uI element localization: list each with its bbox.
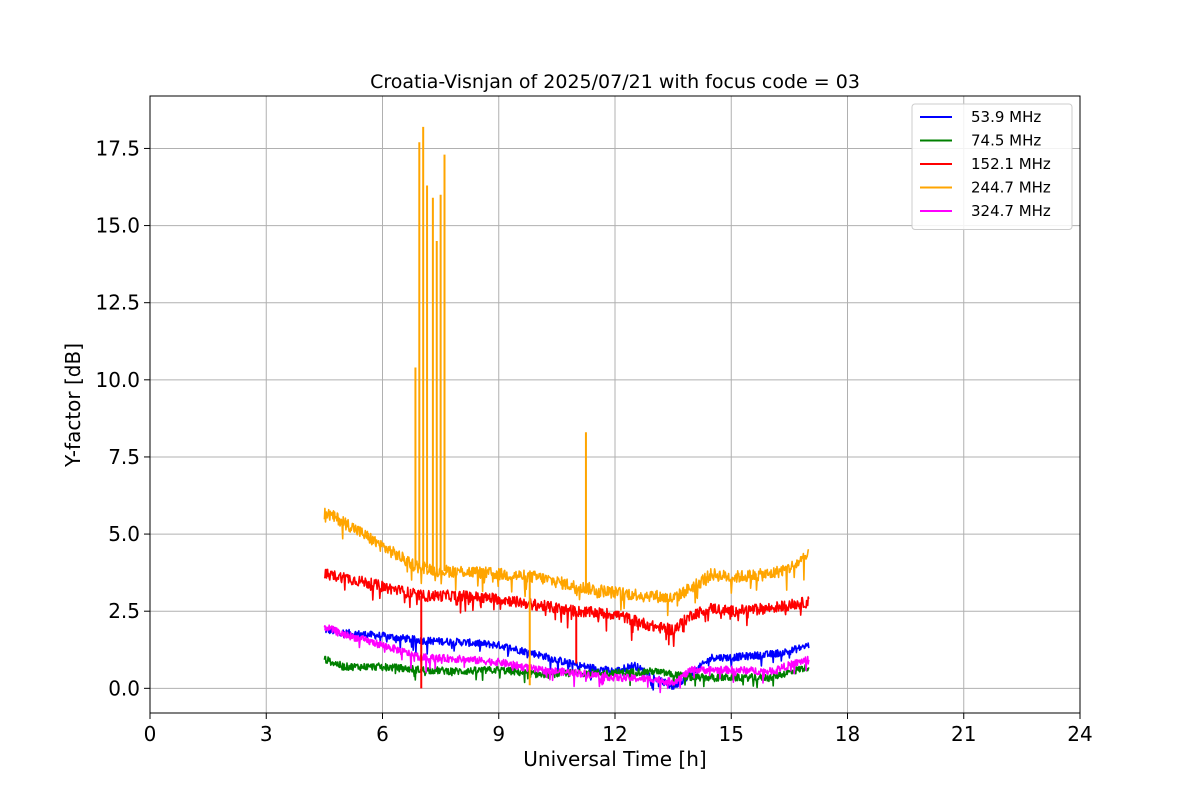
x-axis: 0 3 6 9 12 15 18 21 24 [144, 713, 1093, 746]
x-tick-label: 21 [951, 722, 976, 746]
y-tick-label: 0.0 [108, 676, 140, 700]
x-tick-label: 0 [144, 722, 157, 746]
x-tick-label: 12 [602, 722, 627, 746]
plot-area [323, 126, 810, 694]
y-axis-label: Y-factor [dB] [61, 343, 85, 468]
series-line-4 [323, 624, 810, 694]
y-axis: 0.0 2.5 5.0 7.5 10.0 12.5 15.0 17.5 [95, 136, 150, 700]
x-tick-label: 6 [376, 722, 389, 746]
x-tick-label: 18 [835, 722, 860, 746]
legend-label: 324.7 MHz [971, 202, 1051, 220]
legend: 53.9 MHz 74.5 MHz 152.1 MHz 244.7 MHz 324.7 … [911, 103, 1073, 230]
series-line-0 [324, 626, 810, 691]
series-line-3 [323, 507, 810, 617]
grid-lines [149, 96, 1081, 713]
x-tick-label: 15 [719, 722, 744, 746]
series-line-2 [323, 568, 810, 647]
x-axis-label: Universal Time [h] [523, 747, 706, 771]
x-tick-label: 3 [260, 722, 273, 746]
y-tick-label: 12.5 [95, 291, 140, 315]
legend-label: 53.9 MHz [971, 108, 1041, 126]
y-tick-label: 10.0 [95, 368, 140, 392]
chart-title: Croatia-Visnjan of 2025/07/21 with focus… [370, 71, 860, 93]
x-tick-label: 9 [492, 722, 505, 746]
y-tick-label: 15.0 [95, 214, 140, 238]
legend-label: 74.5 MHz [971, 132, 1041, 150]
y-tick-label: 17.5 [95, 136, 140, 160]
x-tick-label: 24 [1067, 722, 1092, 746]
y-tick-label: 7.5 [108, 445, 140, 469]
legend-label: 152.1 MHz [971, 155, 1051, 173]
legend-label: 244.7 MHz [971, 179, 1051, 197]
y-tick-label: 2.5 [108, 599, 140, 623]
y-tick-label: 5.0 [108, 522, 140, 546]
legend-box [911, 103, 1073, 230]
